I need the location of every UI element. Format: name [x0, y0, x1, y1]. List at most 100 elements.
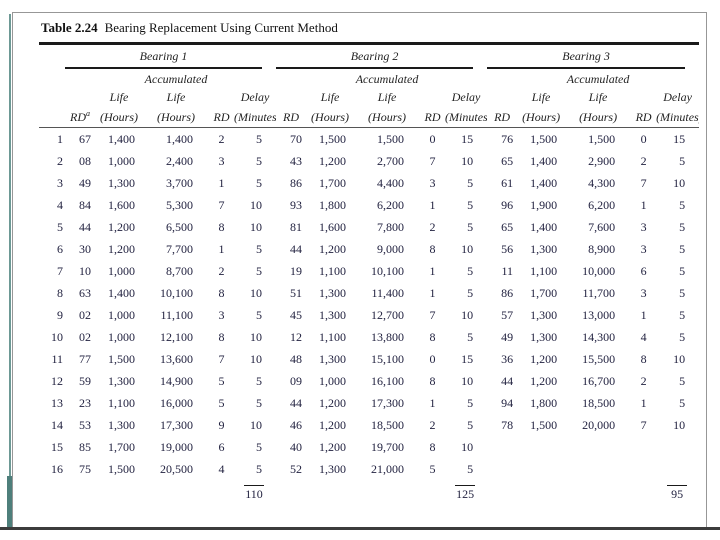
data-cell: 8: [218, 329, 225, 344]
data-cell: 1,200: [319, 395, 347, 410]
data-cell: 1,300: [319, 307, 347, 322]
bearing1-delay-total: 110: [244, 484, 265, 501]
data-cell: 5: [256, 439, 263, 454]
data-cell: 5: [256, 263, 263, 278]
data-cell: 1: [429, 395, 436, 410]
data-cell: 11,700: [582, 285, 616, 300]
data-cell: 2,700: [377, 153, 405, 168]
data-cell: 5: [467, 219, 474, 234]
data-cell: 78: [501, 417, 514, 432]
data-cell: 2: [640, 373, 647, 388]
data-cell: 16,700: [582, 373, 616, 388]
data-cell: [517, 458, 565, 480]
data-cell: 1,400: [530, 219, 558, 234]
data-cell: 0: [429, 131, 436, 146]
data-cell: 5: [679, 307, 686, 322]
data-cell: 11,100: [160, 307, 193, 322]
data-cell: 5: [256, 241, 263, 256]
data-cell: 2: [429, 219, 436, 234]
data-cell: 08: [79, 153, 91, 168]
data-cell: 15: [461, 131, 474, 146]
hours-label: (Hours): [143, 105, 209, 128]
data-cell: 17,300: [160, 417, 193, 432]
data-cell: 23: [79, 395, 91, 410]
data-cell: 7: [429, 153, 436, 168]
data-cell: 5: [679, 263, 686, 278]
data-cell: 10: [250, 417, 263, 432]
data-cell: 3: [640, 241, 647, 256]
row-number-cell: 5: [57, 219, 63, 234]
data-cell: 21,000: [371, 461, 405, 476]
data-cell: 1,500: [319, 131, 347, 146]
data-cell: 61: [501, 175, 514, 190]
data-cell: 19,700: [371, 439, 405, 454]
data-cell: 02: [79, 329, 91, 344]
data-cell: 1,400: [108, 131, 135, 146]
data-cell: 57: [501, 307, 514, 322]
data-cell: 94: [501, 395, 514, 410]
table-row: 4 84 1,600 5,300 7 10 93 1,800 6,200 1 5 96 1,900 6,2…: [39, 194, 699, 216]
row-number-cell: 11: [51, 351, 63, 366]
data-cell: 1,200: [319, 241, 347, 256]
data-cell: 5: [429, 461, 436, 476]
data-cell: 2,900: [588, 153, 616, 168]
life-label: Life: [109, 90, 129, 104]
bearing2-delay-total: 125: [455, 484, 476, 501]
accumulated-label-1: Accumulated: [144, 72, 208, 86]
data-cell: 86: [501, 285, 514, 300]
group-header-bearing1: Bearing 1: [65, 44, 276, 69]
data-cell: 1,000: [319, 373, 347, 388]
data-cell: 70: [290, 131, 303, 146]
data-cell: 59: [79, 373, 91, 388]
row-number-cell: 13: [51, 395, 63, 410]
data-cell: 2: [218, 131, 225, 146]
data-cell: 14,300: [582, 329, 616, 344]
data-cell: 7,700: [166, 241, 193, 256]
data-cell: 1,400: [530, 175, 558, 190]
data-cell: 19: [290, 263, 303, 278]
data-cell: 4,300: [588, 175, 616, 190]
data-cell: 6,200: [588, 197, 616, 212]
data-cell: 10: [673, 175, 686, 190]
row-number-cell: 9: [57, 307, 63, 322]
data-cell: 86: [290, 175, 303, 190]
row-number-cell: 15: [51, 439, 63, 454]
data-cell: 2,400: [166, 153, 193, 168]
data-cell: 81: [290, 219, 303, 234]
footnote-mark: a: [86, 109, 90, 118]
data-cell: 10: [250, 197, 263, 212]
data-cell: 45: [290, 307, 303, 322]
data-cell: 49: [79, 175, 91, 190]
data-cell: 8: [429, 329, 436, 344]
data-cell: 1: [640, 395, 647, 410]
group-header-bearing2: Bearing 2: [276, 44, 487, 69]
bottom-rule: [0, 527, 720, 530]
table-row: 13 23 1,100 16,000 5 5 44 1,200 17,300 1 5 94 1,800 1…: [39, 392, 699, 414]
data-cell: 5: [467, 395, 474, 410]
data-cell: 10: [461, 439, 474, 454]
data-cell: [656, 436, 699, 458]
data-cell: 84: [79, 197, 91, 212]
data-cell: 5: [467, 417, 474, 432]
row-number-cell: 12: [51, 373, 63, 388]
data-cell: 3: [218, 307, 225, 322]
data-cell: 20,000: [582, 417, 616, 432]
minutes-label: (Minutes): [234, 105, 277, 128]
table-row: 8 63 1,400 10,100 8 10 51 1,300 11,400 1 5 86 1,700 1…: [39, 282, 699, 304]
data-cell: 16,000: [160, 395, 193, 410]
table-row: 14 53 1,300 17,300 9 10 46 1,200 18,500 2 5 78 1,500…: [39, 414, 699, 436]
spacer-cell: [39, 44, 65, 70]
row-number-cell: 4: [57, 197, 63, 212]
data-cell: 5: [218, 395, 225, 410]
data-cell: 10: [79, 263, 91, 278]
data-cell: 8,700: [166, 263, 193, 278]
data-cell: 10: [673, 417, 686, 432]
data-cell: 5: [679, 219, 686, 234]
data-cell: 1,300: [319, 285, 347, 300]
data-cell: 8: [218, 219, 225, 234]
data-cell: 5: [256, 175, 263, 190]
data-cell: [631, 436, 656, 458]
data-cell: 9,000: [377, 241, 405, 256]
data-cell: 65: [501, 219, 514, 234]
data-cell: 1: [218, 175, 225, 190]
